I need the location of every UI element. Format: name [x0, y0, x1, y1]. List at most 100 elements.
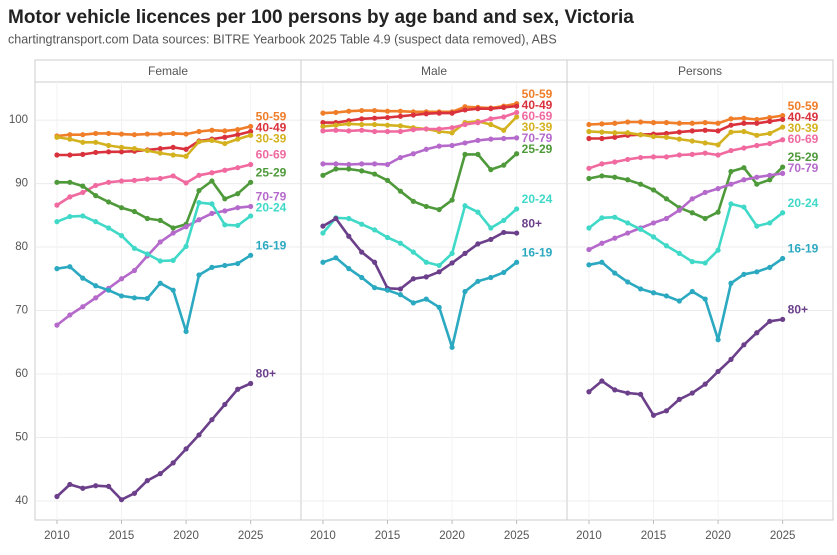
series-label: 20-24: [788, 196, 819, 210]
series-label: 50-59: [788, 99, 819, 113]
data-point: [436, 206, 442, 213]
data-point: [131, 132, 138, 138]
data-point: [423, 146, 429, 152]
series-label: 60-69: [788, 132, 819, 146]
data-point: [599, 240, 605, 246]
data-point: [754, 174, 760, 180]
data-point: [780, 137, 786, 143]
data-point: [131, 177, 138, 183]
data-point: [612, 159, 618, 165]
data-point: [333, 122, 339, 128]
data-point: [384, 122, 391, 128]
data-point: [501, 217, 507, 223]
data-point: [449, 250, 455, 256]
data-point: [131, 295, 138, 301]
data-point: [333, 109, 339, 116]
data-point: [359, 107, 365, 114]
data-point: [157, 146, 163, 152]
data-point: [423, 296, 429, 302]
data-point: [754, 330, 760, 336]
data-point: [209, 137, 215, 143]
series-label: 30-39: [256, 132, 287, 146]
data-point: [741, 128, 747, 135]
data-point: [67, 312, 73, 318]
data-point: [235, 191, 241, 197]
data-point: [488, 121, 494, 128]
data-point: [384, 114, 391, 121]
series-line: [322, 256, 518, 349]
data-point: [54, 202, 60, 208]
data-point: [80, 132, 86, 138]
data-point: [586, 165, 592, 171]
data-point: [410, 198, 416, 204]
panel-title: Persons: [678, 64, 722, 78]
data-point: [514, 135, 520, 141]
series-label: 50-59: [256, 110, 287, 124]
series-label: 40-49: [788, 110, 819, 124]
data-point: [346, 161, 352, 168]
series-line: [588, 114, 783, 126]
series-label: 30-39: [522, 120, 553, 134]
data-point: [663, 154, 670, 160]
data-point: [248, 213, 254, 219]
data-point: [359, 121, 365, 128]
data-point: [67, 194, 73, 200]
data-point: [235, 127, 241, 133]
data-point: [715, 186, 721, 192]
data-point: [449, 125, 455, 131]
data-point: [586, 121, 592, 128]
data-point: [676, 152, 682, 158]
data-point: [663, 196, 670, 202]
x-tick-label: 2010: [576, 530, 602, 542]
data-point: [767, 264, 773, 270]
data-point: [397, 154, 404, 161]
data-point: [599, 215, 605, 221]
data-point: [599, 129, 605, 135]
data-point: [397, 113, 404, 119]
x-tick-label: 2025: [770, 530, 796, 542]
data-point: [625, 130, 631, 136]
data-point: [93, 193, 99, 199]
data-point: [106, 130, 112, 137]
chart-subtitle: chartingtransport.com Data sources: BITR…: [8, 32, 557, 46]
data-point: [320, 172, 326, 178]
series-label: 70-79: [522, 131, 553, 145]
data-point: [410, 249, 416, 255]
data-point: [196, 172, 202, 178]
series-line: [57, 130, 251, 157]
series-line: [56, 382, 252, 501]
data-point: [650, 133, 657, 140]
data-point: [663, 243, 670, 249]
series-line: [588, 202, 784, 265]
data-point: [689, 288, 695, 295]
data-point: [599, 121, 605, 127]
data-point: [728, 116, 734, 122]
data-point: [157, 471, 163, 477]
data-point: [488, 274, 494, 281]
x-tick-label: 2010: [310, 530, 336, 542]
data-point: [638, 226, 644, 232]
data-point: [54, 219, 60, 225]
series-label: 25-29: [256, 165, 287, 179]
data-point: [475, 241, 481, 247]
data-point: [67, 132, 73, 138]
data-point: [209, 210, 215, 216]
data-point: [638, 154, 644, 161]
data-point: [436, 143, 442, 149]
data-point: [767, 114, 773, 121]
data-point: [170, 130, 176, 137]
data-point: [676, 129, 682, 135]
data-point: [663, 215, 670, 222]
data-point: [741, 271, 747, 277]
data-point: [475, 278, 481, 284]
data-point: [118, 149, 125, 155]
data-point: [676, 250, 682, 256]
series-line: [322, 152, 518, 211]
data-point: [501, 229, 507, 236]
x-tick-label: 2020: [705, 530, 731, 542]
data-point: [650, 290, 657, 296]
data-point: [715, 247, 721, 253]
data-point: [715, 209, 721, 215]
data-point: [320, 128, 326, 134]
data-point: [183, 224, 189, 230]
